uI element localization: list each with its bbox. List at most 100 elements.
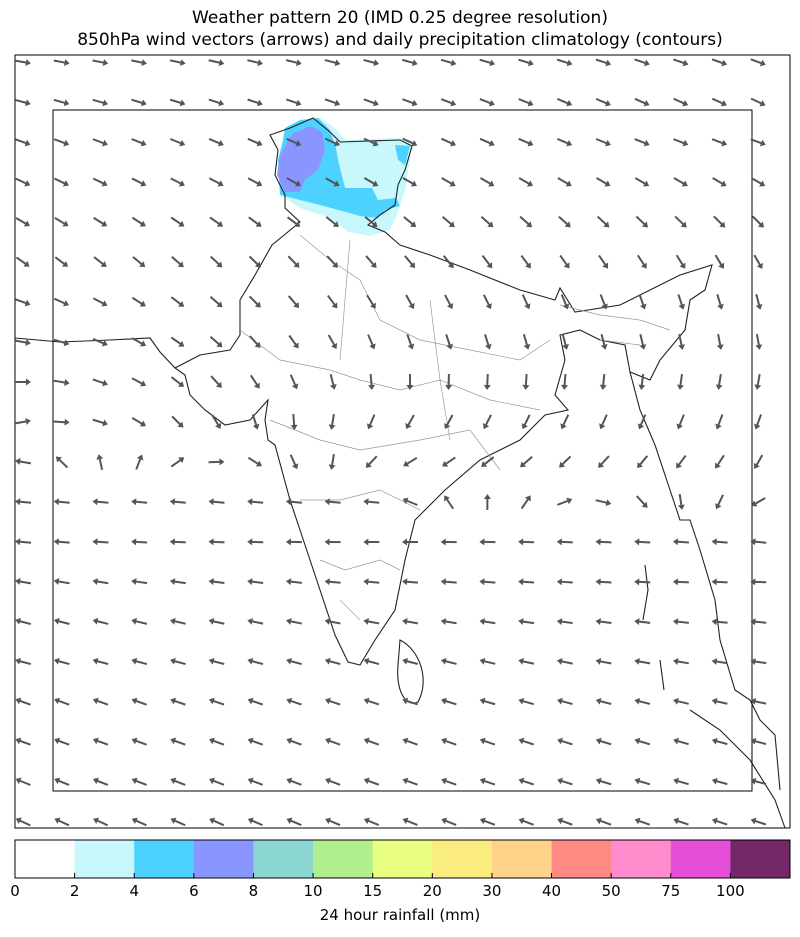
wind-arrow	[131, 417, 146, 427]
wind-arrow	[15, 98, 31, 107]
wind-arrow	[712, 177, 727, 187]
wind-arrow	[634, 817, 651, 826]
wind-arrow	[324, 98, 341, 107]
wind-arrow	[286, 617, 302, 625]
wind-arrow	[634, 737, 651, 746]
wind-arrow	[599, 373, 607, 390]
colorbar-segment	[551, 840, 612, 878]
wind-arrow	[247, 59, 263, 67]
wind-arrow	[169, 98, 186, 107]
wind-arrow	[714, 254, 725, 269]
wind-arrow	[596, 177, 611, 187]
wind-arrow	[716, 333, 724, 350]
wind-arrow	[248, 255, 261, 268]
wind-arrow	[638, 294, 647, 310]
wind-arrow	[595, 697, 612, 705]
wind-arrow	[755, 333, 763, 350]
colorbar-frame	[14, 839, 791, 879]
wind-arrow	[93, 256, 107, 267]
colorbar-segment	[15, 840, 76, 878]
wind-arrow	[559, 254, 570, 269]
wind-arrow	[288, 334, 299, 349]
wind-arrow	[247, 456, 262, 467]
wind-arrow	[677, 373, 684, 390]
wind-arrow	[750, 138, 766, 147]
wind-arrow	[711, 538, 728, 546]
wind-arrow	[208, 458, 225, 466]
wind-arrow	[402, 98, 418, 107]
map-title-line1: Weather pattern 20 (IMD 0.25 degree reso…	[192, 8, 608, 28]
wind-arrow	[92, 657, 109, 666]
wind-arrow	[634, 658, 651, 665]
wind-arrow	[479, 58, 496, 67]
wind-arrow	[518, 98, 534, 107]
wind-arrow	[520, 254, 531, 269]
wind-arrow	[556, 538, 573, 546]
wind-arrow	[635, 215, 649, 228]
wind-arrow	[481, 456, 495, 467]
wind-arrow	[599, 294, 608, 310]
wind-arrow	[92, 297, 108, 307]
wind-arrow	[482, 294, 492, 310]
myanmar-coast	[629, 371, 781, 791]
wind-arrow	[365, 255, 377, 269]
outer-map-frame	[14, 54, 791, 829]
wind-arrow	[750, 177, 766, 187]
wind-arrow	[208, 98, 225, 107]
wind-arrow	[364, 216, 378, 228]
wind-arrow	[169, 578, 186, 586]
wind-arrow	[402, 697, 418, 706]
wind-arrow	[249, 374, 260, 389]
wind-arrow	[673, 737, 689, 746]
wind-arrow	[170, 457, 185, 468]
wind-arrow	[674, 215, 687, 228]
pakistan-coast	[14, 337, 176, 369]
wind-arrow	[170, 216, 185, 227]
wind-arrow	[15, 378, 31, 386]
wind-arrow	[406, 373, 414, 390]
wind-arrow	[15, 737, 31, 746]
wind-arrow	[209, 817, 225, 827]
colorbar-segment	[134, 840, 195, 878]
wind-arrow	[170, 296, 185, 307]
wind-arrow	[402, 137, 418, 147]
wind-arrow	[634, 138, 650, 147]
wind-arrow	[248, 295, 261, 308]
wind-arrow	[15, 177, 31, 187]
wind-arrow	[638, 373, 646, 390]
wind-arrow	[53, 138, 70, 147]
wind-arrow	[673, 777, 689, 786]
wind-arrow	[131, 657, 148, 666]
wind-arrow	[53, 538, 70, 546]
wind-arrow	[556, 578, 573, 586]
wind-arrow	[53, 98, 70, 107]
wind-arrow	[518, 737, 535, 746]
wind-arrow	[402, 578, 419, 586]
colorbar-tick-label: 10	[303, 882, 323, 900]
wind-arrow	[518, 618, 535, 626]
wind-arrow	[636, 495, 648, 508]
wind-arrow	[595, 618, 612, 626]
wind-arrow	[441, 216, 455, 228]
wind-arrow	[673, 697, 689, 705]
precip-6-8mm	[277, 126, 325, 192]
wind-arrow	[363, 498, 380, 506]
colorbar-segment	[313, 840, 374, 878]
wind-arrow	[518, 137, 534, 147]
colorbar-segment	[193, 840, 254, 878]
colorbar-segment	[611, 840, 672, 878]
wind-arrow	[327, 294, 338, 309]
wind-arrow	[753, 454, 764, 469]
wind-arrow	[595, 499, 612, 507]
colorbar-segment	[670, 840, 731, 878]
wind-arrow	[518, 538, 535, 546]
wind-arrow	[711, 658, 728, 666]
wind-arrow	[557, 697, 573, 706]
wind-arrow	[131, 296, 146, 307]
wind-arrow	[53, 418, 70, 426]
wind-arrow	[755, 294, 763, 310]
wind-arrow	[479, 177, 495, 187]
wind-arrow	[363, 817, 380, 826]
wind-arrow	[324, 578, 341, 586]
wind-arrow	[54, 177, 69, 187]
